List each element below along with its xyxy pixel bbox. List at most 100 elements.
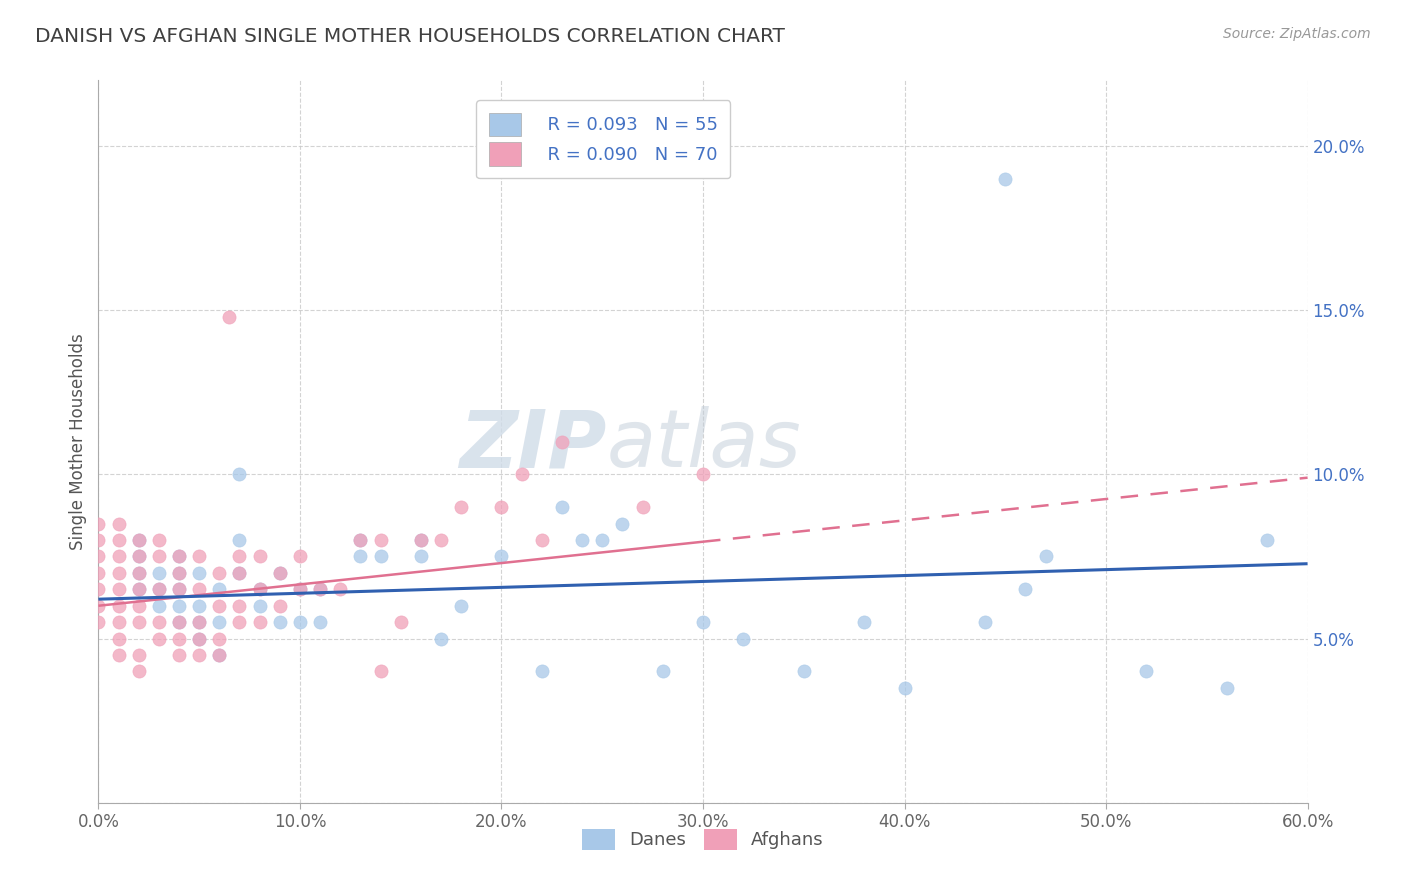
- Point: [228, 615, 250, 630]
- Text: Source: ZipAtlas.com: Source: ZipAtlas.com: [1223, 27, 1371, 41]
- Point: [87, 615, 110, 630]
- Point: [107, 615, 129, 630]
- Point: [148, 632, 170, 646]
- Point: [167, 549, 190, 564]
- Point: [188, 549, 211, 564]
- Point: [87, 549, 110, 564]
- Point: [218, 310, 240, 324]
- Point: [128, 533, 150, 547]
- Point: [87, 533, 110, 547]
- Point: [167, 632, 190, 646]
- Point: [692, 615, 714, 630]
- Point: [309, 582, 332, 597]
- Point: [188, 632, 211, 646]
- Point: [107, 533, 129, 547]
- Point: [974, 615, 997, 630]
- Point: [128, 566, 150, 580]
- Point: [128, 549, 150, 564]
- Point: [188, 599, 211, 613]
- Point: [148, 582, 170, 597]
- Point: [631, 500, 654, 515]
- Point: [208, 582, 231, 597]
- Point: [128, 582, 150, 597]
- Point: [551, 434, 574, 449]
- Point: [491, 500, 513, 515]
- Point: [430, 533, 453, 547]
- Point: [167, 549, 190, 564]
- Point: [510, 467, 533, 482]
- Point: [491, 549, 513, 564]
- Point: [450, 500, 472, 515]
- Point: [228, 566, 250, 580]
- Point: [1014, 582, 1036, 597]
- Point: [994, 171, 1017, 186]
- Point: [167, 582, 190, 597]
- Point: [530, 665, 553, 679]
- Text: DANISH VS AFGHAN SINGLE MOTHER HOUSEHOLDS CORRELATION CHART: DANISH VS AFGHAN SINGLE MOTHER HOUSEHOLD…: [35, 27, 785, 45]
- Point: [167, 615, 190, 630]
- Point: [692, 467, 714, 482]
- Point: [1035, 549, 1057, 564]
- Point: [450, 599, 472, 613]
- Point: [208, 632, 231, 646]
- Point: [167, 582, 190, 597]
- Point: [228, 549, 250, 564]
- Point: [167, 648, 190, 662]
- Text: atlas: atlas: [606, 406, 801, 484]
- Point: [148, 582, 170, 597]
- Point: [249, 549, 271, 564]
- Point: [430, 632, 453, 646]
- Point: [249, 582, 271, 597]
- Point: [188, 615, 211, 630]
- Point: [148, 599, 170, 613]
- Point: [309, 615, 332, 630]
- Point: [128, 665, 150, 679]
- Point: [249, 582, 271, 597]
- Point: [87, 599, 110, 613]
- Point: [370, 533, 392, 547]
- Point: [409, 533, 432, 547]
- Point: [167, 615, 190, 630]
- Point: [228, 533, 250, 547]
- Point: [107, 566, 129, 580]
- Point: [188, 615, 211, 630]
- Text: ZIP: ZIP: [458, 406, 606, 484]
- Point: [87, 566, 110, 580]
- Point: [87, 516, 110, 531]
- Point: [148, 549, 170, 564]
- Point: [228, 566, 250, 580]
- Point: [1135, 665, 1157, 679]
- Point: [148, 615, 170, 630]
- Point: [288, 549, 311, 564]
- Point: [530, 533, 553, 547]
- Point: [1216, 681, 1239, 695]
- Point: [269, 566, 291, 580]
- Point: [288, 582, 311, 597]
- Y-axis label: Single Mother Households: Single Mother Households: [69, 334, 87, 549]
- Point: [167, 566, 190, 580]
- Point: [148, 533, 170, 547]
- Point: [107, 648, 129, 662]
- Point: [349, 549, 371, 564]
- Point: [733, 632, 755, 646]
- Point: [188, 566, 211, 580]
- Point: [1256, 533, 1278, 547]
- Point: [591, 533, 613, 547]
- Point: [128, 566, 150, 580]
- Point: [309, 582, 332, 597]
- Point: [208, 566, 231, 580]
- Point: [288, 615, 311, 630]
- Point: [128, 533, 150, 547]
- Point: [208, 615, 231, 630]
- Point: [409, 533, 432, 547]
- Point: [167, 599, 190, 613]
- Point: [228, 467, 250, 482]
- Point: [409, 549, 432, 564]
- Point: [349, 533, 371, 547]
- Point: [107, 516, 129, 531]
- Point: [370, 549, 392, 564]
- Point: [128, 582, 150, 597]
- Point: [188, 648, 211, 662]
- Point: [128, 549, 150, 564]
- Point: [128, 615, 150, 630]
